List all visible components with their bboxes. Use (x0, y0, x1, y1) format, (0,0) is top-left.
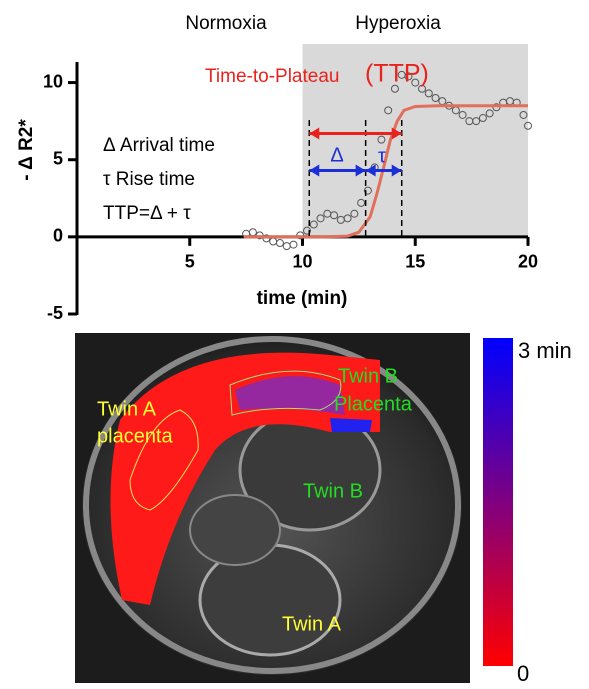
arrow-head (365, 164, 376, 177)
data-point (309, 220, 318, 229)
fetal-body (189, 494, 281, 566)
x-tick-label: 10 (292, 252, 312, 272)
data-point (377, 135, 386, 144)
twin-a-placenta-label: Twin A (97, 398, 157, 420)
placenta-map-slowest (330, 418, 372, 432)
y-axis-label: - Δ R2* (16, 119, 37, 181)
data-point (390, 84, 399, 93)
data-point (492, 103, 501, 112)
data-point (343, 214, 352, 223)
data-point (424, 89, 433, 98)
chart: -5 0 5 10 5 10 15 20 (43, 44, 538, 323)
ttp-definition: TTP=Δ + τ (103, 203, 191, 224)
arrow-head (309, 127, 320, 140)
y-tick-label: 5 (53, 148, 63, 168)
hyperoxia-shade (302, 44, 528, 237)
normoxia-label: Normoxia (185, 13, 267, 34)
data-point (303, 226, 312, 235)
data-point (458, 110, 467, 119)
data-point (363, 186, 372, 195)
data-point (485, 109, 494, 118)
data-point (255, 231, 264, 240)
tau-definition: τ Rise time (103, 169, 195, 190)
twin-a-placenta-label: placenta (97, 425, 173, 447)
mri-image: Twin A placenta Twin B Placenta Twin B T… (75, 333, 470, 683)
x-axis-label: time (min) (257, 288, 348, 309)
x-tick-label: 15 (405, 252, 425, 272)
y-tick-label: -5 (47, 303, 63, 323)
data-point (248, 228, 257, 237)
colorbar-top-label: 3 min (518, 338, 572, 363)
x-tick-label: 20 (518, 252, 538, 272)
data-point (519, 110, 528, 119)
data-point (411, 78, 420, 87)
y-tick-label: 10 (43, 71, 63, 91)
data-point (330, 211, 339, 220)
twin-a-label: Twin A (282, 613, 342, 635)
data-point (384, 106, 393, 115)
data-point (289, 240, 298, 249)
placenta-map-slow (235, 376, 345, 415)
data-point (478, 114, 487, 123)
data-point (350, 209, 359, 218)
data-point (269, 237, 278, 246)
data-point (275, 239, 284, 248)
colorbar (483, 338, 513, 666)
data-point (282, 242, 291, 251)
hyperoxia-label: Hyperoxia (355, 13, 441, 34)
delta-label: Δ (330, 144, 343, 166)
data-point (418, 84, 427, 93)
arrow-head (391, 164, 402, 177)
data-point (524, 121, 532, 130)
arrow-head (391, 127, 402, 140)
delta-definition: Δ Arrival time (103, 135, 215, 156)
twin-a-roi (129, 409, 199, 511)
ttp-abbr: (TTP) (365, 60, 429, 88)
twin-b-placenta-label: Placenta (334, 393, 413, 415)
body-wall (83, 336, 461, 674)
data-point (431, 94, 440, 102)
ttp-label: Time-to-Plateau (205, 66, 339, 87)
data-point (357, 198, 366, 207)
data-point (472, 117, 481, 126)
colorbar-bottom-label: 0 (517, 661, 529, 686)
tau-label: τ (378, 145, 386, 167)
y-tick-label: 0 (53, 226, 63, 246)
data-point (404, 72, 413, 81)
data-point (296, 231, 305, 240)
placenta-map (110, 352, 380, 605)
twin-b-label: Twin B (303, 480, 363, 502)
twin-b-placenta-label: Twin B (338, 365, 398, 387)
data-point (262, 234, 271, 243)
x-tick-label: 5 (185, 252, 195, 272)
fit-curve (243, 104, 528, 239)
arrow-head (355, 164, 366, 177)
data-point (316, 214, 325, 223)
arrow-head (309, 164, 320, 177)
twin-b-roi (229, 370, 342, 416)
